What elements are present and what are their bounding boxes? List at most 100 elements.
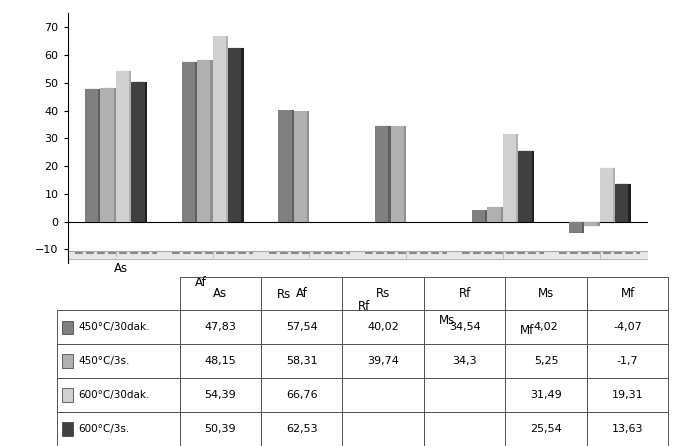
Bar xyxy=(180,277,261,310)
Text: 54,39: 54,39 xyxy=(205,390,236,400)
Bar xyxy=(98,89,101,222)
Bar xyxy=(424,277,506,310)
Text: 58,31: 58,31 xyxy=(286,356,317,366)
Bar xyxy=(307,111,309,222)
Bar xyxy=(599,168,615,222)
Bar xyxy=(144,82,147,222)
Text: -4,07: -4,07 xyxy=(613,322,642,332)
Text: Af: Af xyxy=(195,276,207,289)
Polygon shape xyxy=(68,251,648,259)
Bar xyxy=(129,70,132,222)
Bar xyxy=(57,378,180,412)
Text: 34,3: 34,3 xyxy=(452,356,477,366)
Bar xyxy=(424,310,506,344)
Bar xyxy=(180,344,261,378)
Text: 19,31: 19,31 xyxy=(612,390,643,400)
Bar xyxy=(261,412,342,446)
Bar xyxy=(404,126,406,222)
Bar xyxy=(180,412,261,446)
Bar xyxy=(342,277,424,310)
Bar xyxy=(391,126,406,222)
Text: Rf: Rf xyxy=(358,300,370,313)
Text: 450°C/3s.: 450°C/3s. xyxy=(78,356,130,366)
Bar xyxy=(472,211,487,222)
Text: 600°C/3s.: 600°C/3s. xyxy=(78,424,130,434)
Text: 48,15: 48,15 xyxy=(205,356,236,366)
Text: Rf: Rf xyxy=(458,287,470,300)
Bar xyxy=(613,168,615,222)
Bar xyxy=(101,88,116,222)
Bar xyxy=(62,321,74,334)
Bar xyxy=(228,48,244,222)
Bar xyxy=(506,412,587,446)
Text: 47,83: 47,83 xyxy=(205,322,236,332)
Bar xyxy=(261,310,342,344)
Bar xyxy=(587,277,668,310)
Bar xyxy=(57,344,180,378)
Bar xyxy=(294,111,309,222)
Bar xyxy=(615,184,630,222)
Text: 5,25: 5,25 xyxy=(534,356,558,366)
Text: 50,39: 50,39 xyxy=(205,424,236,434)
Bar xyxy=(342,310,424,344)
Bar xyxy=(342,344,424,378)
Bar xyxy=(424,378,506,412)
Text: -1,7: -1,7 xyxy=(617,356,639,366)
Bar xyxy=(180,310,261,344)
Text: Af: Af xyxy=(296,287,308,300)
Bar xyxy=(182,62,197,222)
Bar xyxy=(501,207,503,222)
Bar xyxy=(261,344,342,378)
Bar xyxy=(62,355,74,368)
Bar xyxy=(85,89,101,222)
Bar xyxy=(180,378,261,412)
Text: Rs: Rs xyxy=(376,287,390,300)
Text: As: As xyxy=(213,287,227,300)
Bar xyxy=(342,378,424,412)
Bar xyxy=(531,151,534,222)
Bar xyxy=(424,412,506,446)
Text: Ms: Ms xyxy=(538,287,554,300)
Text: 31,49: 31,49 xyxy=(530,390,562,400)
Text: 13,63: 13,63 xyxy=(612,424,643,434)
Bar xyxy=(506,378,587,412)
Bar xyxy=(568,222,584,233)
Bar xyxy=(518,151,534,222)
Bar xyxy=(487,207,503,222)
Text: 450°C/30dak.: 450°C/30dak. xyxy=(78,322,150,332)
Bar xyxy=(506,277,587,310)
Bar xyxy=(197,60,213,222)
Bar xyxy=(587,412,668,446)
Bar xyxy=(587,378,668,412)
Bar xyxy=(587,310,668,344)
Bar xyxy=(241,48,244,222)
Text: Mf: Mf xyxy=(520,324,535,337)
Bar xyxy=(57,412,180,446)
Text: 600°C/30dak.: 600°C/30dak. xyxy=(78,390,150,400)
Bar xyxy=(116,70,132,222)
Bar xyxy=(516,134,518,222)
Text: 62,53: 62,53 xyxy=(286,424,317,434)
Bar xyxy=(628,184,630,222)
Bar xyxy=(375,126,391,222)
Bar xyxy=(503,134,518,222)
Text: Mf: Mf xyxy=(620,287,634,300)
Bar xyxy=(261,277,342,310)
Bar xyxy=(62,422,74,436)
Bar xyxy=(342,412,424,446)
Bar xyxy=(278,111,294,222)
Text: 66,76: 66,76 xyxy=(286,390,317,400)
Bar xyxy=(213,36,228,222)
Bar xyxy=(225,36,228,222)
Text: 4,02: 4,02 xyxy=(534,322,558,332)
Text: 57,54: 57,54 xyxy=(286,322,318,332)
Bar xyxy=(292,111,294,222)
Bar xyxy=(62,388,74,402)
Bar xyxy=(424,344,506,378)
Bar xyxy=(211,60,213,222)
Text: Rs: Rs xyxy=(277,288,291,301)
Bar xyxy=(57,310,180,344)
Text: As: As xyxy=(114,262,128,275)
Bar xyxy=(506,310,587,344)
Bar xyxy=(195,62,197,222)
